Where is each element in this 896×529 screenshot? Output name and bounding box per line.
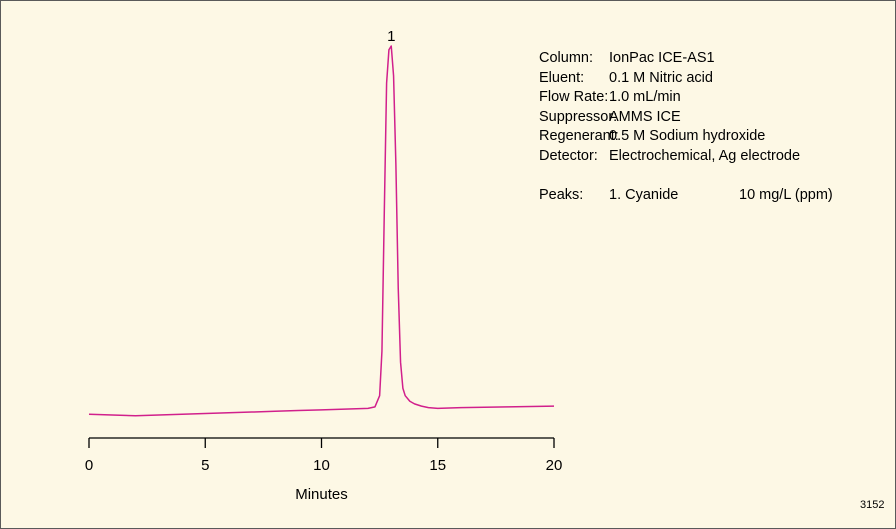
info-value: 0.1 M Nitric acid — [609, 69, 713, 86]
info-key: Column: — [539, 50, 593, 66]
peak-label: 1 — [387, 28, 395, 45]
info-value: IonPac ICE-AS1 — [609, 50, 715, 66]
info-value: 1.0 mL/min — [609, 89, 681, 106]
x-tick-label: 20 — [546, 457, 563, 474]
x-tick-label: 15 — [429, 457, 446, 474]
x-tick-label: 5 — [201, 457, 209, 474]
info-key: Suppressor: — [539, 108, 618, 125]
x-tick-label: 0 — [85, 457, 93, 474]
peak-name: 1. Cyanide — [609, 187, 679, 204]
info-key: Peaks: — [539, 187, 584, 204]
peak-concentration: 10 mg/L (ppm) — [739, 187, 833, 204]
info-key: Eluent: — [539, 69, 585, 86]
x-tick-label: 10 — [313, 457, 330, 474]
info-value: AMMS ICE — [609, 108, 681, 125]
info-key: Detector: — [539, 147, 598, 164]
chromatogram-trace — [88, 45, 555, 417]
info-value: Electrochemical, Ag electrode — [609, 147, 801, 164]
info-key: Regenerant: — [539, 128, 619, 145]
info-value: 0.5 M Sodium hydroxide — [609, 128, 766, 145]
x-axis-title: Minutes — [295, 486, 348, 503]
info-key: Flow Rate: — [539, 89, 609, 106]
figure-id: 3152 — [860, 499, 885, 511]
